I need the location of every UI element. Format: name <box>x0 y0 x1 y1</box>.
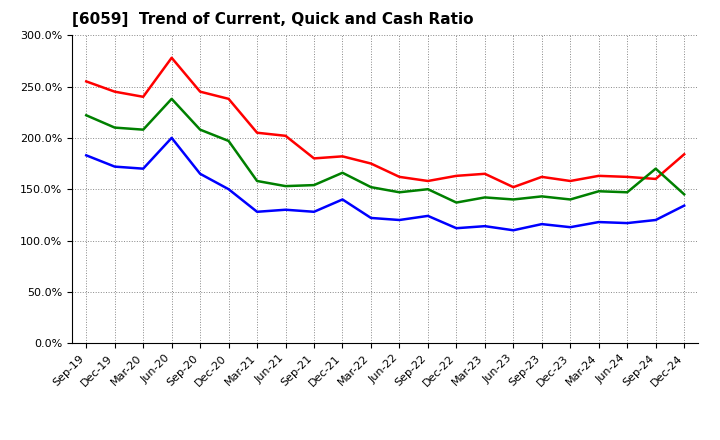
Current Ratio <box>537 174 546 180</box>
Quick Ratio <box>310 183 318 188</box>
Line: Current Ratio: Current Ratio <box>86 58 684 187</box>
Cash Ratio <box>82 153 91 158</box>
Quick Ratio <box>623 190 631 195</box>
Quick Ratio <box>652 166 660 171</box>
Current Ratio <box>366 161 375 166</box>
Current Ratio <box>253 130 261 136</box>
Cash Ratio <box>225 187 233 192</box>
Current Ratio <box>652 176 660 182</box>
Cash Ratio <box>196 171 204 176</box>
Cash Ratio <box>310 209 318 214</box>
Current Ratio <box>452 173 461 179</box>
Cash Ratio <box>139 166 148 171</box>
Current Ratio <box>623 174 631 180</box>
Current Ratio <box>423 178 432 183</box>
Quick Ratio <box>680 192 688 197</box>
Current Ratio <box>139 94 148 99</box>
Cash Ratio <box>623 220 631 226</box>
Cash Ratio <box>282 207 290 213</box>
Quick Ratio <box>423 187 432 192</box>
Cash Ratio <box>110 164 119 169</box>
Cash Ratio <box>423 213 432 219</box>
Quick Ratio <box>253 178 261 183</box>
Cash Ratio <box>366 215 375 220</box>
Quick Ratio <box>595 189 603 194</box>
Text: [6059]  Trend of Current, Quick and Cash Ratio: [6059] Trend of Current, Quick and Cash … <box>72 12 474 27</box>
Quick Ratio <box>196 127 204 132</box>
Current Ratio <box>480 171 489 176</box>
Current Ratio <box>225 96 233 102</box>
Current Ratio <box>509 184 518 190</box>
Quick Ratio <box>338 170 347 176</box>
Current Ratio <box>310 156 318 161</box>
Current Ratio <box>167 55 176 60</box>
Cash Ratio <box>253 209 261 214</box>
Current Ratio <box>282 133 290 139</box>
Cash Ratio <box>652 217 660 223</box>
Current Ratio <box>338 154 347 159</box>
Quick Ratio <box>82 113 91 118</box>
Cash Ratio <box>480 224 489 229</box>
Quick Ratio <box>225 138 233 143</box>
Cash Ratio <box>395 217 404 223</box>
Quick Ratio <box>537 194 546 199</box>
Cash Ratio <box>595 220 603 225</box>
Current Ratio <box>680 152 688 157</box>
Quick Ratio <box>139 127 148 132</box>
Line: Cash Ratio: Cash Ratio <box>86 138 684 230</box>
Cash Ratio <box>566 224 575 230</box>
Cash Ratio <box>452 226 461 231</box>
Cash Ratio <box>509 227 518 233</box>
Current Ratio <box>110 89 119 94</box>
Cash Ratio <box>167 135 176 140</box>
Quick Ratio <box>366 184 375 190</box>
Quick Ratio <box>395 190 404 195</box>
Quick Ratio <box>167 96 176 102</box>
Current Ratio <box>82 79 91 84</box>
Current Ratio <box>595 173 603 179</box>
Quick Ratio <box>566 197 575 202</box>
Current Ratio <box>196 89 204 94</box>
Current Ratio <box>566 178 575 183</box>
Quick Ratio <box>480 195 489 200</box>
Quick Ratio <box>509 197 518 202</box>
Cash Ratio <box>338 197 347 202</box>
Line: Quick Ratio: Quick Ratio <box>86 99 684 202</box>
Cash Ratio <box>537 221 546 227</box>
Quick Ratio <box>282 183 290 189</box>
Current Ratio <box>395 174 404 180</box>
Quick Ratio <box>110 125 119 130</box>
Cash Ratio <box>680 203 688 208</box>
Quick Ratio <box>452 200 461 205</box>
